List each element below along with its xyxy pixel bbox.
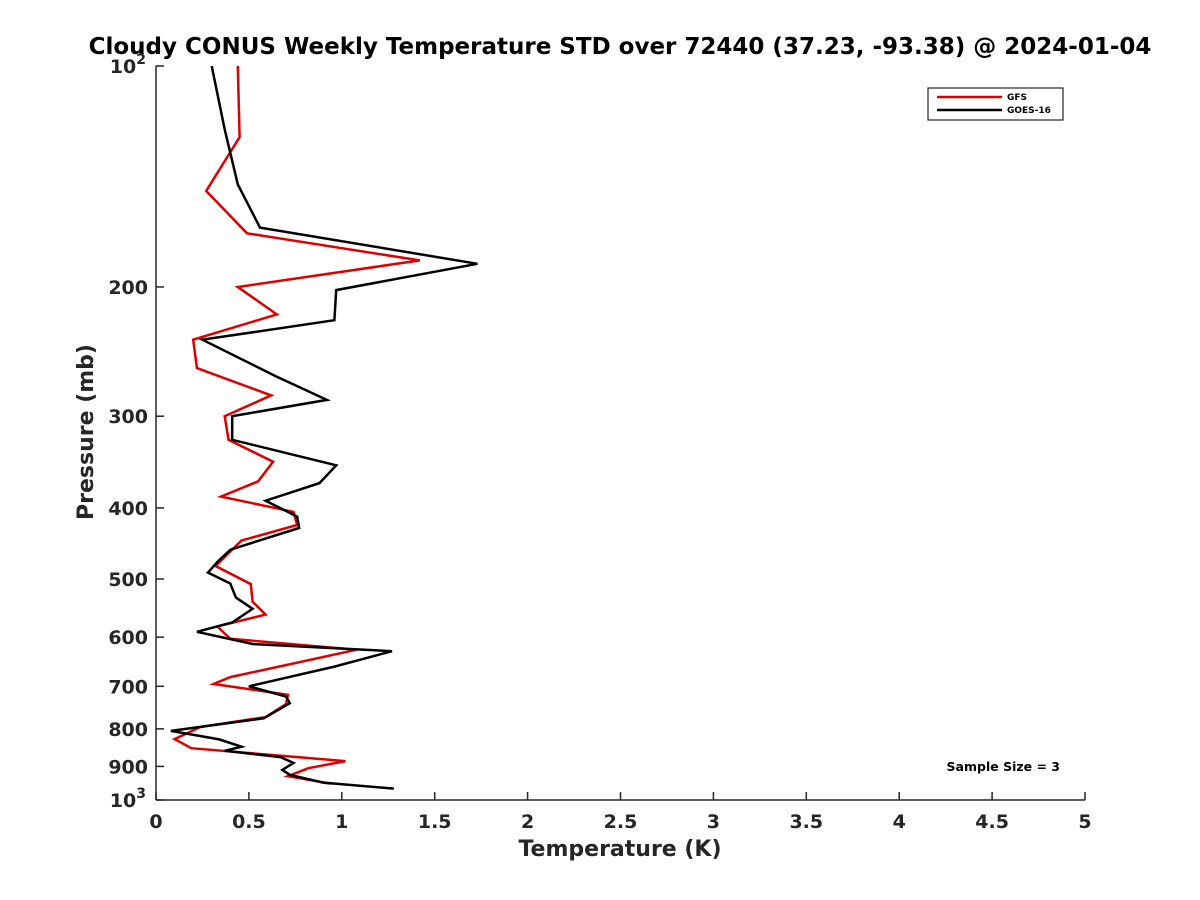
legend-label-goes-16: GOES-16 xyxy=(1007,106,1051,116)
x-tick-label: 1.5 xyxy=(418,811,452,833)
x-tick-label: 4.5 xyxy=(975,811,1009,833)
legend-box xyxy=(927,87,1064,121)
y-tick-label: 700 xyxy=(108,676,148,698)
x-tick-label: 2.5 xyxy=(604,811,638,833)
x-tick-label: 0 xyxy=(149,811,162,833)
x-tick-label: 0.5 xyxy=(232,811,266,833)
y-tick-label: 102 xyxy=(110,52,146,78)
legend: GFS GOES-16 xyxy=(927,87,1064,121)
series-line-goes-16 xyxy=(170,65,478,790)
y-tick-label: 800 xyxy=(108,719,148,741)
legend-entries: GFS GOES-16 xyxy=(937,93,1051,116)
y-tick-label: 900 xyxy=(108,756,148,778)
plot-lines xyxy=(170,65,478,790)
x-tick-label: 3 xyxy=(707,811,720,833)
y-ticks: 102 200 300 400 500 600 700 800 900 103 xyxy=(108,52,164,812)
x-ticks: 0 0.5 1 1.5 2 2.5 3 3.5 4 4.5 5 xyxy=(149,792,1092,833)
sample-size-annotation: Sample Size = 3 xyxy=(947,759,1060,774)
y-tick-label: 200 xyxy=(108,277,148,299)
y-axis-label: Pressure (mb) xyxy=(74,344,99,520)
y-tick-label: 400 xyxy=(108,498,148,520)
x-tick-label: 3.5 xyxy=(789,811,823,833)
y-tick-label: 103 xyxy=(110,786,146,812)
y-tick-label: 300 xyxy=(108,406,148,428)
legend-label-gfs: GFS xyxy=(1007,93,1027,103)
x-tick-label: 2 xyxy=(521,811,534,833)
y-tick-label: 500 xyxy=(108,569,148,591)
chart-title: Cloudy CONUS Weekly Temperature STD over… xyxy=(89,34,1152,60)
y-tick-label: 600 xyxy=(108,627,148,649)
x-tick-label: 4 xyxy=(893,811,906,833)
x-tick-label: 5 xyxy=(1078,811,1091,833)
x-axis-label: Temperature (K) xyxy=(518,837,721,862)
x-tick-label: 1 xyxy=(335,811,348,833)
